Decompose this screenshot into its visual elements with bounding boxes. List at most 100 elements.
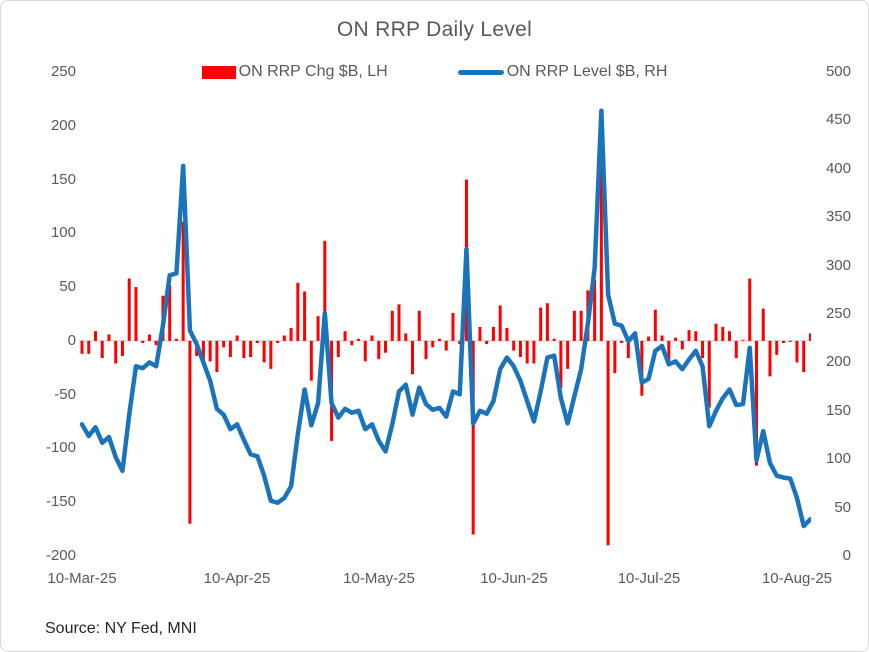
change-bar [478, 326, 482, 341]
change-bar [417, 310, 421, 341]
change-bar [653, 309, 657, 341]
change-bar [384, 340, 388, 353]
right-axis-tick-label: 450 [825, 111, 851, 128]
change-bar [532, 340, 536, 364]
legend-item-level: ON RRP Level $B, RH [457, 63, 668, 81]
change-bar [741, 339, 745, 341]
right-axis-tick-label: 250 [825, 305, 851, 322]
change-bar [181, 221, 185, 341]
change-bar [316, 316, 320, 341]
change-bar [694, 331, 698, 341]
change-bar [296, 282, 300, 341]
change-bar [222, 340, 226, 348]
right-axis-tick-label: 200 [825, 353, 851, 370]
change-bar [626, 340, 630, 359]
change-bar [728, 331, 732, 341]
change-bar [282, 335, 286, 341]
level-line [79, 108, 811, 529]
legend-label-chg: ON RRP Chg $B, LH [238, 63, 388, 80]
change-bar [795, 340, 799, 363]
change-bar [336, 340, 340, 358]
change-bar [674, 337, 678, 341]
left-axis-tick-label: 200 [50, 117, 76, 134]
change-bar [343, 331, 347, 341]
change-bar [734, 340, 738, 359]
change-bar [276, 340, 280, 344]
change-bar [775, 340, 779, 355]
change-bar [714, 323, 718, 341]
x-axis-tick-label: 10-May-25 [343, 570, 415, 587]
change-bar [788, 340, 792, 342]
change-bar [802, 340, 806, 373]
left-axis-tick-label: 0 [67, 332, 76, 349]
change-bar [100, 340, 104, 359]
change-bar [660, 335, 664, 341]
change-bar [249, 340, 253, 358]
change-bar [613, 340, 617, 374]
change-bar [559, 340, 563, 389]
change-bar [289, 327, 293, 341]
source-note: Source: NY Fed, MNI [45, 620, 197, 637]
left-axis-tick-label: 150 [50, 171, 76, 188]
change-bar [87, 340, 91, 354]
change-bar [80, 340, 84, 354]
change-bar [154, 340, 158, 346]
bar-series-swatch-icon [201, 65, 236, 79]
change-bar [424, 340, 428, 360]
change-bar [255, 340, 259, 344]
change-bar [808, 333, 811, 341]
change-bar [370, 335, 374, 341]
change-bar [390, 310, 394, 341]
right-axis-tick-label: 150 [825, 402, 851, 419]
change-bar [572, 310, 576, 341]
right-axis-tick-label: 100 [825, 450, 851, 467]
change-bar [701, 340, 705, 359]
x-axis-tick-label: 10-Apr-25 [203, 570, 271, 587]
line-series-swatch-icon [457, 69, 504, 75]
change-bar [687, 330, 691, 341]
left-axis-tick-label: -50 [54, 386, 76, 403]
change-bar [505, 327, 509, 341]
change-bar [228, 340, 232, 358]
change-bar [593, 279, 597, 341]
change-bar [437, 338, 441, 341]
right-axis-tick-label: 50 [834, 499, 851, 516]
change-bar [262, 340, 266, 363]
change-bar [201, 340, 205, 362]
plot-svg [79, 108, 811, 546]
change-bar [498, 305, 502, 341]
change-bar [134, 287, 138, 341]
legend-item-chg: ON RRP Chg $B, LH [201, 63, 388, 81]
change-bar [620, 340, 624, 344]
change-bar [235, 335, 239, 341]
change-bar [755, 340, 758, 466]
change-bar [761, 308, 765, 341]
chart-title: ON RRP Daily Level [336, 18, 533, 41]
right-axis-tick-label: 400 [825, 160, 851, 177]
change-bar [303, 291, 307, 341]
change-bar [491, 326, 495, 341]
change-bar [127, 278, 131, 341]
change-bar [768, 340, 772, 377]
legend-label-level: ON RRP Level $B, RH [506, 63, 668, 80]
change-bar [545, 303, 549, 341]
change-bar [451, 312, 455, 341]
change-bar [215, 340, 219, 373]
change-bar [680, 340, 684, 350]
change-bar [707, 340, 711, 408]
left-axis-tick-label: -200 [45, 547, 76, 564]
right-axis-tick-label: 300 [825, 257, 851, 274]
x-axis-tick-label: 10-Jul-25 [617, 570, 681, 587]
left-axis-tick-label: 100 [50, 224, 76, 241]
change-bar [579, 310, 583, 341]
change-bar [242, 340, 246, 359]
right-axis-tick-label: 350 [825, 208, 851, 225]
right-axis-tick-label: 0 [842, 547, 851, 564]
left-axis-tick-label: -150 [45, 493, 76, 510]
change-bar [147, 334, 151, 341]
change-bar [525, 340, 529, 364]
left-axis-tick-label: 250 [50, 63, 76, 80]
change-bar [431, 340, 435, 348]
change-bar [748, 278, 752, 341]
